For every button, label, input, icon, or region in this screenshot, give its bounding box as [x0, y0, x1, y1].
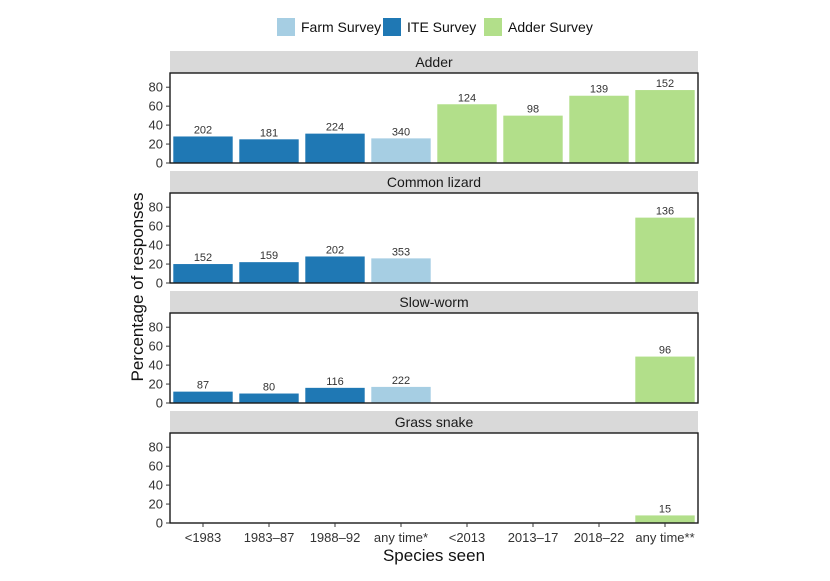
bar-adder-1: [239, 139, 299, 163]
bar-common-lizard-2: [305, 256, 365, 283]
legend-label: ITE Survey: [407, 19, 476, 35]
facet-title-grass-snake: Grass snake: [395, 414, 474, 430]
y-tick-label-grass-snake: 0: [156, 516, 163, 531]
data-label-common-lizard-1: 159: [260, 250, 278, 262]
legend-label: Adder Survey: [508, 19, 593, 35]
bar-adder-4: [437, 104, 497, 163]
y-tick-label-grass-snake: 40: [149, 478, 163, 493]
facet-title-slow-worm: Slow-worm: [399, 294, 468, 310]
data-label-adder-0: 202: [194, 124, 212, 136]
panel-border-slow-worm: [169, 312, 699, 404]
data-label-adder-6: 139: [590, 84, 608, 96]
x-tick-label: <1983: [185, 530, 222, 545]
y-tick-label-common-lizard: 40: [149, 238, 163, 253]
y-tick-label-grass-snake: 80: [149, 440, 163, 455]
bar-slow-worm-1: [239, 393, 299, 403]
y-tick-label-common-lizard: 60: [149, 219, 163, 234]
x-tick-label: any time**: [635, 530, 694, 545]
data-label-common-lizard-3: 353: [392, 246, 410, 258]
y-tick-label-common-lizard: 20: [149, 257, 163, 272]
data-label-common-lizard-0: 152: [194, 252, 212, 264]
x-tick-label: any time*: [374, 530, 428, 545]
facet-title-adder: Adder: [415, 54, 453, 70]
data-label-adder-5: 98: [527, 104, 539, 116]
data-label-slow-worm-0: 87: [197, 380, 209, 392]
data-label-adder-4: 124: [458, 92, 476, 104]
panel-border-adder: [169, 72, 699, 164]
panel-border-common-lizard: [169, 192, 699, 284]
x-tick-label: 1988–92: [310, 530, 361, 545]
legend-swatch-adder-survey: [484, 18, 502, 36]
facet-title-common-lizard: Common lizard: [387, 174, 481, 190]
data-label-adder-1: 181: [260, 127, 278, 139]
bar-adder-6: [569, 95, 629, 163]
legend-swatch-farm-survey: [277, 18, 295, 36]
bar-slow-worm-3: [371, 386, 431, 403]
y-axis-title: Percentage of responses: [128, 192, 147, 381]
data-label-common-lizard-2: 202: [326, 244, 344, 256]
data-label-adder-3: 340: [392, 126, 410, 138]
bar-slow-worm-7: [635, 356, 695, 403]
y-tick-label-slow-worm: 80: [149, 320, 163, 335]
facet-strip-grass-snake: [170, 411, 698, 433]
facet-strip-adder: [170, 51, 698, 73]
bar-common-lizard-0: [173, 264, 233, 283]
y-tick-label-grass-snake: 20: [149, 497, 163, 512]
x-axis-title: Species seen: [383, 546, 485, 565]
x-tick-label: 2013–17: [508, 530, 559, 545]
data-label-adder-2: 224: [326, 122, 344, 134]
y-tick-label-adder: 0: [156, 156, 163, 171]
bar-slow-worm-2: [305, 387, 365, 403]
bar-adder-7: [635, 90, 695, 163]
legend-label: Farm Survey: [301, 19, 381, 35]
x-tick-label: <2013: [449, 530, 486, 545]
y-tick-label-grass-snake: 60: [149, 459, 163, 474]
y-tick-label-adder: 40: [149, 118, 163, 133]
bar-adder-0: [173, 136, 233, 163]
y-tick-label-adder: 80: [149, 80, 163, 95]
bar-adder-2: [305, 133, 365, 163]
y-tick-label-adder: 60: [149, 99, 163, 114]
facet-strip-slow-worm: [170, 291, 698, 313]
facet-strip-common-lizard: [170, 171, 698, 193]
y-tick-label-slow-worm: 60: [149, 339, 163, 354]
y-tick-label-slow-worm: 0: [156, 396, 163, 411]
y-tick-label-common-lizard: 0: [156, 276, 163, 291]
data-label-slow-worm-1: 80: [263, 382, 275, 394]
x-tick-label: 2018–22: [574, 530, 625, 545]
bar-adder-3: [371, 138, 431, 163]
bar-common-lizard-3: [371, 258, 431, 283]
data-label-common-lizard-7: 136: [656, 206, 674, 218]
y-tick-label-common-lizard: 80: [149, 200, 163, 215]
bar-common-lizard-7: [635, 217, 695, 283]
y-tick-label-slow-worm: 40: [149, 358, 163, 373]
bar-grass-snake-7: [635, 515, 695, 523]
data-label-slow-worm-7: 96: [659, 345, 671, 357]
data-label-slow-worm-3: 222: [392, 375, 410, 387]
bar-slow-worm-0: [173, 391, 233, 403]
bar-adder-5: [503, 115, 563, 163]
y-tick-label-slow-worm: 20: [149, 377, 163, 392]
data-label-adder-7: 152: [656, 78, 674, 90]
y-tick-label-adder: 20: [149, 137, 163, 152]
bar-common-lizard-1: [239, 262, 299, 283]
panel-border-grass-snake: [169, 432, 699, 524]
x-tick-label: 1983–87: [244, 530, 295, 545]
legend-swatch-ite-survey: [383, 18, 401, 36]
data-label-slow-worm-2: 116: [326, 376, 344, 388]
data-label-grass-snake-7: 15: [659, 503, 671, 515]
